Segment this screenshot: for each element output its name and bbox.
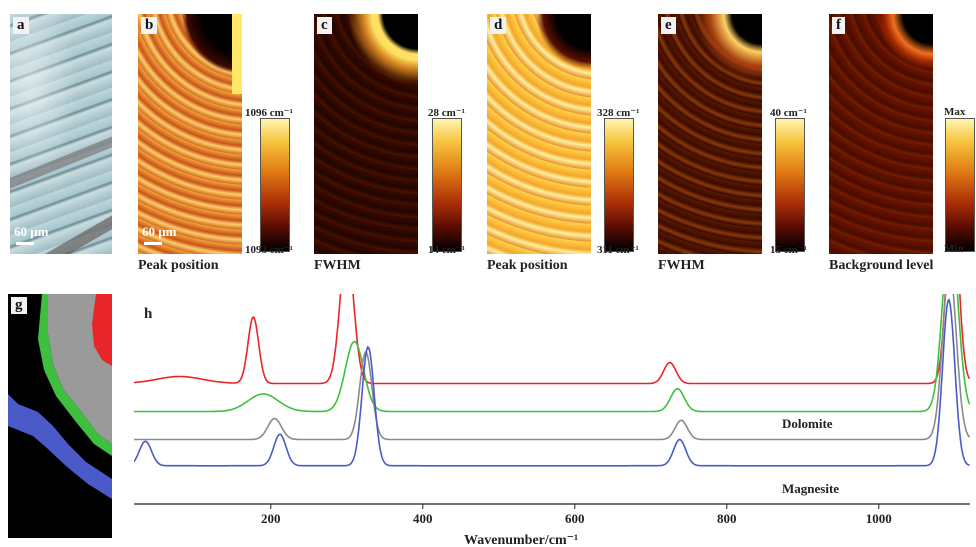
caption-b: Peak position (138, 258, 219, 273)
panel-b-map: b 60 μm (138, 14, 242, 254)
caption-c: FWHM (314, 258, 361, 273)
tick-layer: 200 400 600 800 1000 (261, 504, 892, 526)
colorbar-d-max: 328 cm⁻¹ (597, 107, 640, 119)
colorbar-c-max: 28 cm⁻¹ (428, 107, 465, 119)
x-tick-label-600: 600 (565, 511, 585, 526)
colorbar-b-max: 1096 cm⁻¹ (245, 107, 293, 119)
scale-bar-label: 60 μm (14, 224, 49, 239)
colorbar-c-min: 14 cm⁻¹ (428, 244, 465, 256)
spectrum-series-3 (134, 298, 970, 467)
panel-c-label: c (317, 17, 332, 34)
panel-g-phase-map: g (8, 294, 112, 538)
colorbar-b-min: 1093 cm⁻¹ (245, 244, 293, 256)
colorbar-f-max: Max (944, 106, 966, 118)
colorbar-e (775, 118, 805, 252)
series-layer (134, 294, 970, 467)
annotation-dolomite: Dolomite (782, 416, 833, 431)
panel-d-map: d (487, 14, 591, 254)
x-tick-label-1000: 1000 (866, 511, 892, 526)
panel-a-label: a (13, 17, 29, 34)
red-region (92, 294, 112, 366)
spectrum-series-0 (134, 294, 970, 385)
caption-d: Peak position (487, 258, 568, 273)
raman-spectra-chart: h 200 400 600 800 1000 Dolomite Magnesite Wa… (134, 294, 970, 546)
x-tick-label-200: 200 (261, 511, 281, 526)
panel-f-map: f (829, 14, 933, 254)
colorbar-e-max: 40 cm⁻¹ (770, 107, 807, 119)
panel-b-label: b (141, 17, 158, 34)
panel-f-label: f (832, 17, 845, 34)
x-tick-label-800: 800 (717, 511, 737, 526)
scale-bar-label: 60 μm (142, 224, 177, 239)
scale-bar (144, 242, 162, 245)
blue-region (8, 394, 112, 499)
phase-map-svg (8, 294, 112, 499)
panel-d-label: d (490, 17, 507, 34)
annotation-magnesite: Magnesite (782, 481, 839, 496)
x-tick-label-400: 400 (413, 511, 433, 526)
colorbar-e-min: 15 cm⁻¹ (770, 244, 807, 256)
caption-f: Background level (829, 258, 934, 273)
panel-e-label: e (661, 17, 676, 34)
x-axis-label: Wavenumber/cm⁻¹ (464, 533, 578, 546)
scale-bar (16, 242, 34, 245)
panel-g-label: g (11, 297, 27, 314)
spectrum-series-2 (134, 294, 970, 441)
colorbar-b (260, 118, 290, 252)
colorbar-f (945, 118, 975, 252)
panel-e-map: e (658, 14, 762, 254)
colorbar-f-min: Min (944, 243, 964, 255)
colorbar-c (432, 118, 462, 252)
colorbar-d (604, 118, 634, 252)
colorbar-d-min: 311 cm⁻¹ (597, 244, 639, 256)
panel-a-micrograph: a 60 μm (10, 14, 112, 254)
panel-h-label: h (144, 306, 153, 322)
spectrum-series-1 (134, 294, 970, 413)
green-region (38, 294, 112, 456)
caption-e: FWHM (658, 258, 705, 273)
panel-c-map: c (314, 14, 418, 254)
